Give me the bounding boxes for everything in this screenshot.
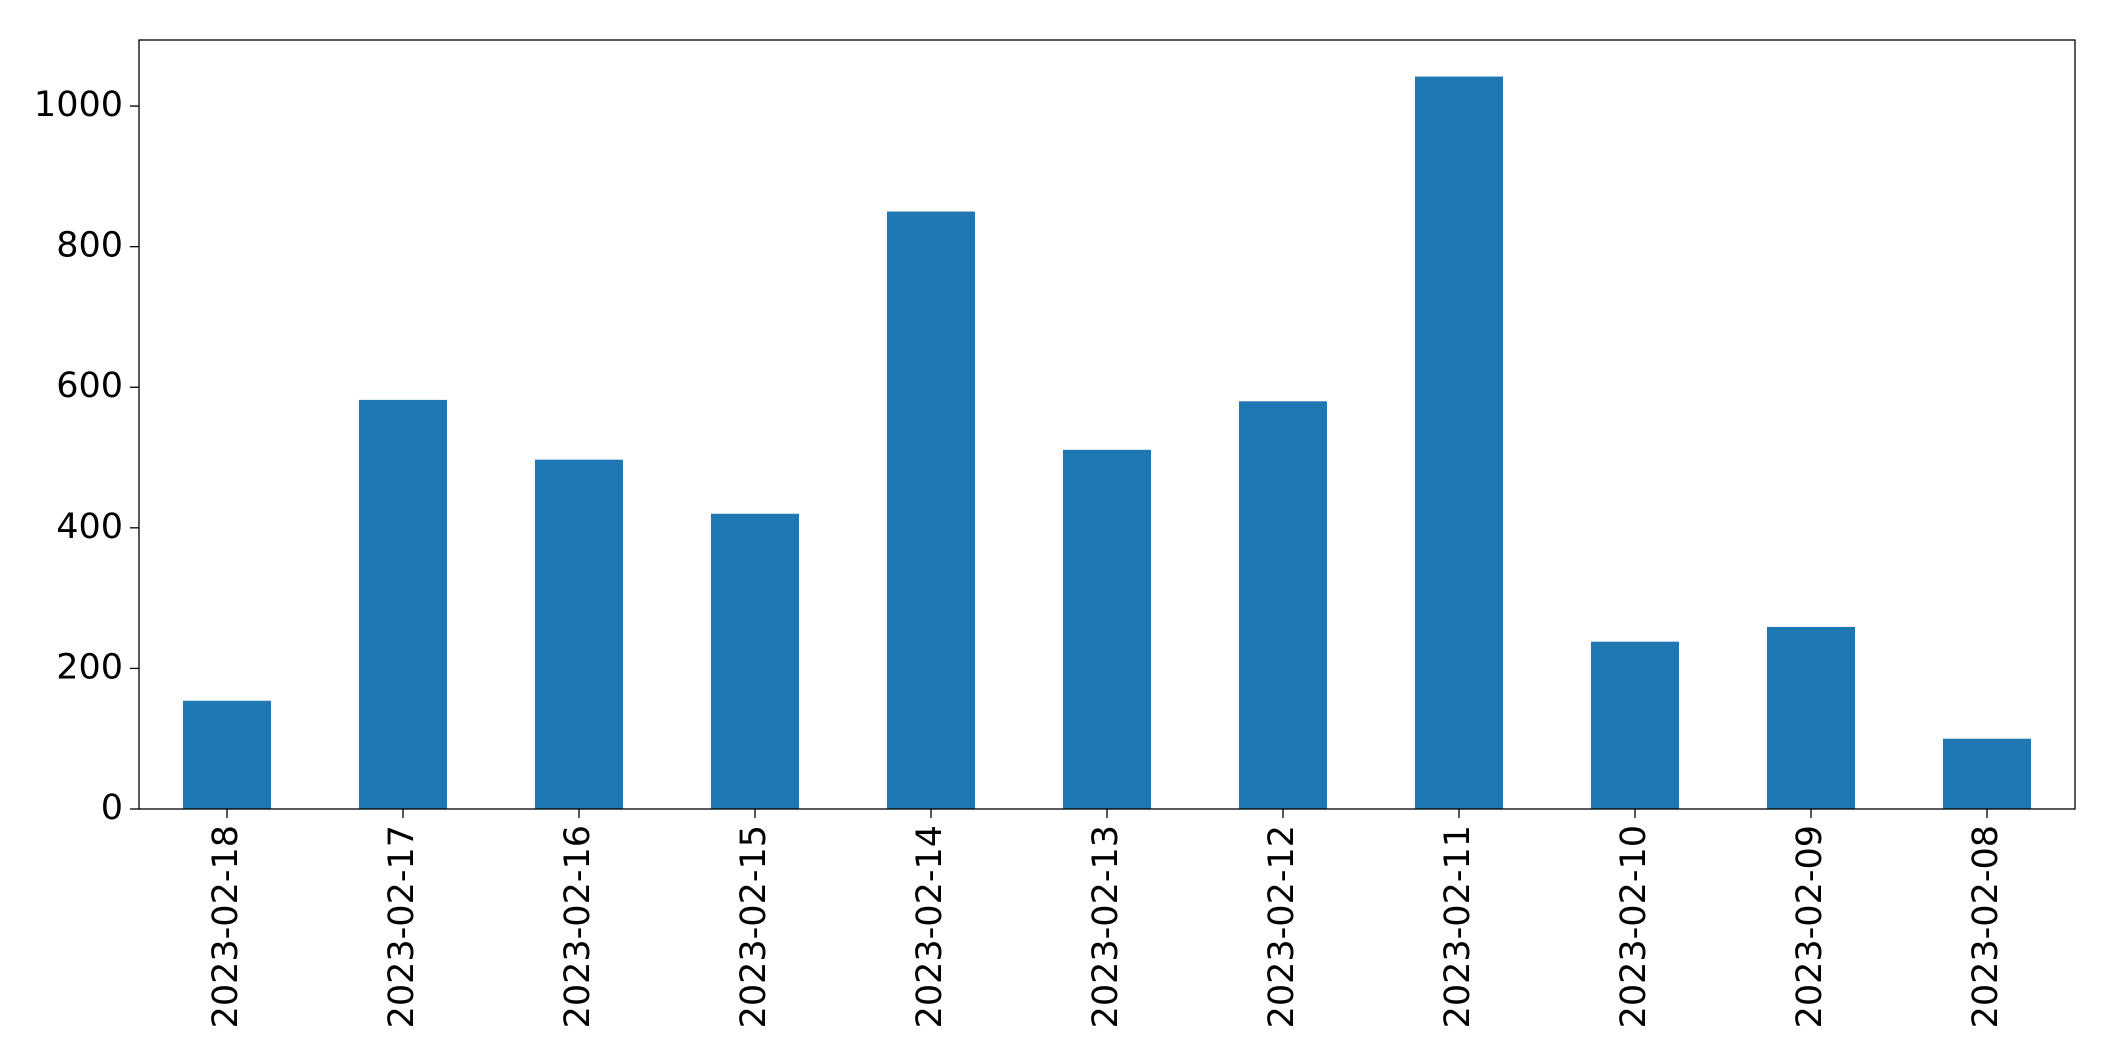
bar [711,513,799,809]
bar [1591,641,1679,809]
y-tick-label: 600 [56,366,123,406]
bar [887,211,975,809]
bar [183,700,271,809]
bar [1943,738,2031,809]
x-tick-label: 2023-02-11 [1438,825,1478,1028]
y-tick-label: 1000 [34,85,123,125]
x-tick-label: 2023-02-09 [1790,825,1830,1028]
bar [1239,401,1327,809]
x-tick-label: 2023-02-10 [1614,825,1654,1028]
x-tick-label: 2023-02-13 [1086,825,1126,1028]
bar [535,459,623,809]
x-tick-label: 2023-02-17 [382,825,422,1028]
bar [1767,626,1855,809]
x-tick-label: 2023-02-08 [1966,825,2006,1028]
x-tick-label: 2023-02-16 [558,825,598,1028]
x-tick-label: 2023-02-12 [1262,825,1302,1028]
y-tick-label: 400 [56,507,123,547]
bar [359,399,447,809]
x-tick-label: 2023-02-15 [734,825,774,1028]
axes-frame [138,39,2076,810]
x-tick-label: 2023-02-14 [910,825,950,1028]
y-tick-label: 200 [56,647,123,687]
bar [1415,76,1503,809]
y-tick-label: 800 [56,226,123,266]
bar [1063,449,1151,809]
y-tick-label: 0 [101,788,123,828]
x-tick-label: 2023-02-18 [206,825,246,1028]
